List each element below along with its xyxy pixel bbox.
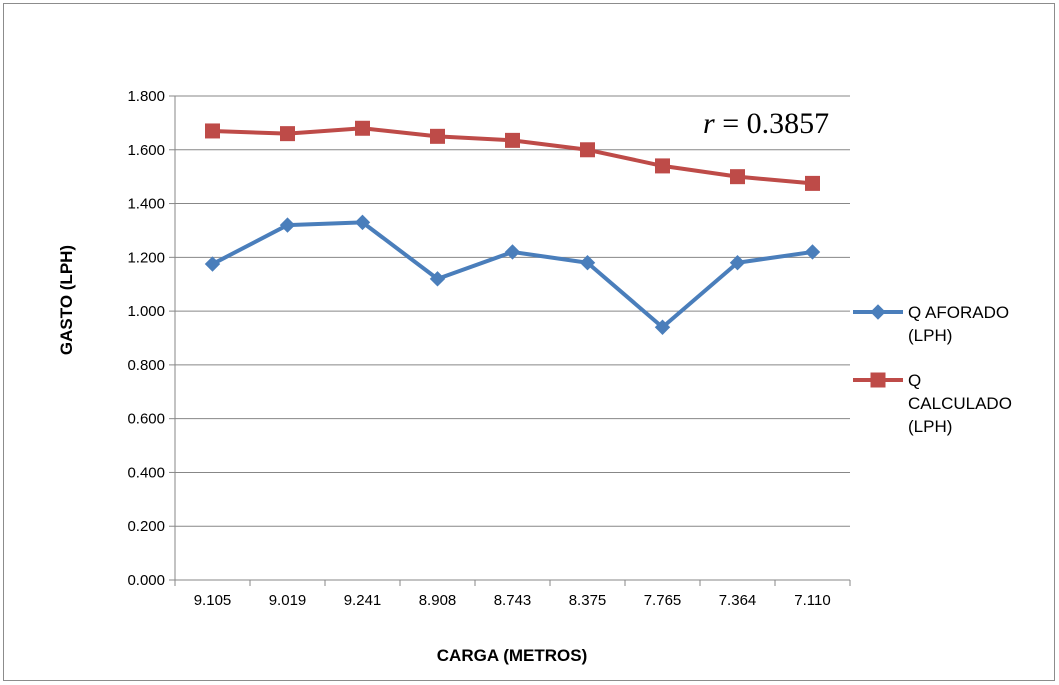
data-point <box>354 214 371 231</box>
y-tick-label: 1.000 <box>127 303 165 320</box>
y-tick-label: 1.400 <box>127 196 165 213</box>
y-tick-label: 1.600 <box>127 142 165 159</box>
y-tick-label: 0.400 <box>127 464 165 481</box>
data-point <box>579 255 596 271</box>
y-tick-label: 0.800 <box>127 357 165 374</box>
data-point <box>805 175 820 191</box>
correlation-annotation: r = 0.3857 <box>703 107 829 140</box>
y-tick-label: 0.000 <box>127 572 165 589</box>
x-tick-labels: 9.105 9.019 9.241 8.908 8.743 8.375 7.765 7.364… <box>194 592 831 609</box>
legend-label: CALCULADO <box>908 394 1012 413</box>
data-point <box>505 132 520 148</box>
x-tick-label: 8.908 <box>419 592 457 609</box>
y-tick-label: 0.200 <box>127 518 165 535</box>
series-2 <box>205 120 820 191</box>
data-point <box>655 158 670 174</box>
data-point <box>504 244 521 260</box>
legend-entry-1: Q AFORADO (LPH) <box>853 303 1009 345</box>
legend-swatch-marker <box>870 372 886 388</box>
data-point <box>205 123 220 139</box>
data-point <box>730 169 745 185</box>
legend-entry-2: Q CALCULADO (LPH) <box>853 371 1012 436</box>
series-1 <box>204 214 821 335</box>
legend-label: (LPH) <box>908 326 952 345</box>
gridlines <box>175 95 850 527</box>
data-point <box>729 255 746 271</box>
data-point <box>429 271 446 287</box>
x-tick-label: 8.375 <box>569 592 607 609</box>
y-tick-label: 0.600 <box>127 411 165 428</box>
data-point <box>204 256 221 272</box>
x-axis-title: CARGA (METROS) <box>437 646 587 665</box>
legend-label: (LPH) <box>908 417 952 436</box>
legend-swatch-marker <box>870 304 886 320</box>
x-tick-label: 7.110 <box>794 592 830 609</box>
x-tick-label: 7.364 <box>719 592 757 609</box>
legend-label: Q AFORADO <box>908 303 1009 322</box>
x-tick-label: 9.019 <box>269 592 307 609</box>
y-tick-label: 1.200 <box>127 249 165 266</box>
data-point <box>580 142 595 158</box>
y-tick-labels: 0.000 0.200 0.400 0.600 0.800 1.000 1.200 1.400… <box>127 88 165 589</box>
data-point <box>355 120 370 136</box>
legend-label: Q <box>908 371 921 390</box>
y-axis-title: GASTO (LPH) <box>57 245 76 355</box>
y-tick-label: 1.800 <box>127 88 165 105</box>
data-point <box>280 126 295 142</box>
x-tick-label: 7.765 <box>644 592 682 609</box>
data-point <box>279 217 296 233</box>
axes <box>169 95 851 586</box>
data-point <box>654 319 671 335</box>
x-tick-label: 8.743 <box>494 592 532 609</box>
annotation-value: = 0.3857 <box>715 107 829 140</box>
legend: Q AFORADO (LPH) Q CALCULADO (LPH) <box>853 303 1012 436</box>
x-tick-label: 9.105 <box>194 592 232 609</box>
data-point <box>804 244 821 260</box>
chart-frame <box>3 3 1055 681</box>
x-tick-label: 9.241 <box>344 592 382 609</box>
data-point <box>430 128 445 144</box>
annotation-variable: r <box>703 107 715 140</box>
series-layer <box>204 120 821 335</box>
